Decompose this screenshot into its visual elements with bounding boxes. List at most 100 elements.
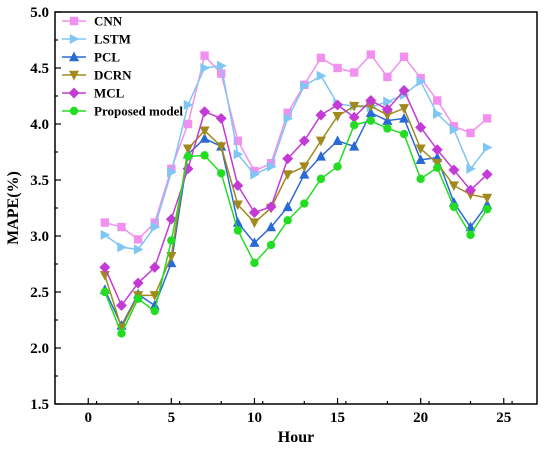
series-layer [99,50,493,338]
data-point-mcl [415,121,427,133]
legend: CNN LSTM PCL DCRN MCL Proposed model [62,14,183,119]
data-point-mcl [215,112,227,124]
legend-marker [68,87,80,99]
legend-marker [69,16,79,26]
x-axis: 0 5 10 15 20 25 [54,398,513,426]
data-point-cnn [433,96,442,105]
data-point-pcl [149,299,160,310]
data-point-cnn [316,53,326,63]
data-point-mcl [448,164,460,176]
data-point-lstm [466,163,476,174]
data-point-mcl [398,84,410,96]
data-point-mcl [431,144,443,156]
data-point-proposed-model [150,306,159,316]
x-tick-label: 0 [84,410,92,426]
data-point-dcrn [448,181,459,192]
series-mcl [99,84,493,311]
legend-label: DCRN [94,68,132,83]
data-point-proposed-model [383,124,392,133]
data-point-cnn [233,136,243,145]
data-point-cnn [150,218,159,227]
y-tick-label: 5.0 [30,5,49,21]
legend-marker [68,70,80,81]
legend-item-dcrn: DCRN [62,68,132,83]
data-point-dcrn [415,144,426,155]
data-point-pcl [282,201,293,212]
data-point-pcl [349,140,360,151]
legend-label: LSTM [94,32,131,47]
data-point-cnn [283,108,292,117]
data-point-proposed-model [283,216,292,225]
x-tick-label: 20 [413,410,428,426]
data-point-mcl [381,103,393,115]
data-point-proposed-model [250,258,259,268]
legend-marker [69,33,80,45]
data-point-mcl [348,111,360,123]
data-point-cnn [366,50,375,59]
data-point-proposed-model [366,116,375,125]
data-point-pcl [365,107,376,117]
data-point-proposed-model [133,294,143,303]
data-point-dcrn [216,142,227,152]
series-dcrn [99,101,493,334]
data-point-proposed-model [200,151,209,160]
data-point-proposed-model [333,162,342,171]
legend-label: CNN [94,14,123,29]
data-point-lstm [167,167,177,178]
legend-marker [69,106,79,116]
data-point-mcl [199,106,211,118]
series-lstm [100,60,493,255]
data-point-lstm [133,244,144,255]
legend-label: MCL [94,86,125,101]
data-point-cnn [117,222,126,232]
data-point-dcrn [149,291,160,301]
legend-item-cnn: CNN [62,14,123,29]
data-point-proposed-model [266,240,276,250]
data-point-cnn [217,69,226,78]
data-point-proposed-model [100,287,110,297]
y-tick-label: 3.0 [30,229,49,245]
data-point-lstm [482,142,493,153]
data-point-lstm [300,80,310,91]
data-point-dcrn [182,144,194,155]
data-point-cnn [167,164,176,173]
legend-label: Proposed model [94,104,183,119]
data-point-mcl [481,168,493,180]
data-point-mcl [365,95,377,106]
legend-marker [68,51,80,62]
data-point-lstm [100,229,111,240]
data-point-lstm [283,113,294,124]
x-tick-label: 5 [168,410,176,426]
data-point-dcrn [382,110,393,121]
y-tick-label: 3.5 [30,173,49,189]
x-axis-title: Hour [278,429,314,446]
data-point-mcl [465,184,476,196]
data-point-lstm [416,76,427,87]
data-point-mcl [99,261,111,273]
data-point-cnn [266,159,276,168]
data-point-lstm [383,96,393,107]
data-point-mcl [116,299,127,311]
data-point-proposed-model [399,129,409,139]
data-point-mcl [315,109,327,121]
legend-item-mcl: MCL [62,86,125,101]
data-point-cnn [482,114,492,123]
data-point-dcrn [232,200,243,211]
legend-label: PCL [94,50,120,65]
data-point-lstm [449,124,460,135]
data-point-proposed-model [183,152,193,161]
data-point-mcl [149,261,161,273]
series-line-lstm [104,64,488,251]
legend-item-lstm: LSTM [62,32,131,47]
y-axis-title: MAPE(%) [5,171,22,245]
x-tick-label: 10 [247,410,262,426]
data-point-dcrn [199,126,210,137]
data-point-cnn [416,73,425,83]
data-point-dcrn [365,101,376,112]
data-point-lstm [266,161,277,172]
data-point-proposed-model [482,204,492,214]
x-tick-label: 25 [496,410,511,426]
data-point-dcrn [332,111,343,122]
legend-item-proposed-model: Proposed model [62,104,183,119]
y-tick-label: 4.5 [30,61,49,77]
